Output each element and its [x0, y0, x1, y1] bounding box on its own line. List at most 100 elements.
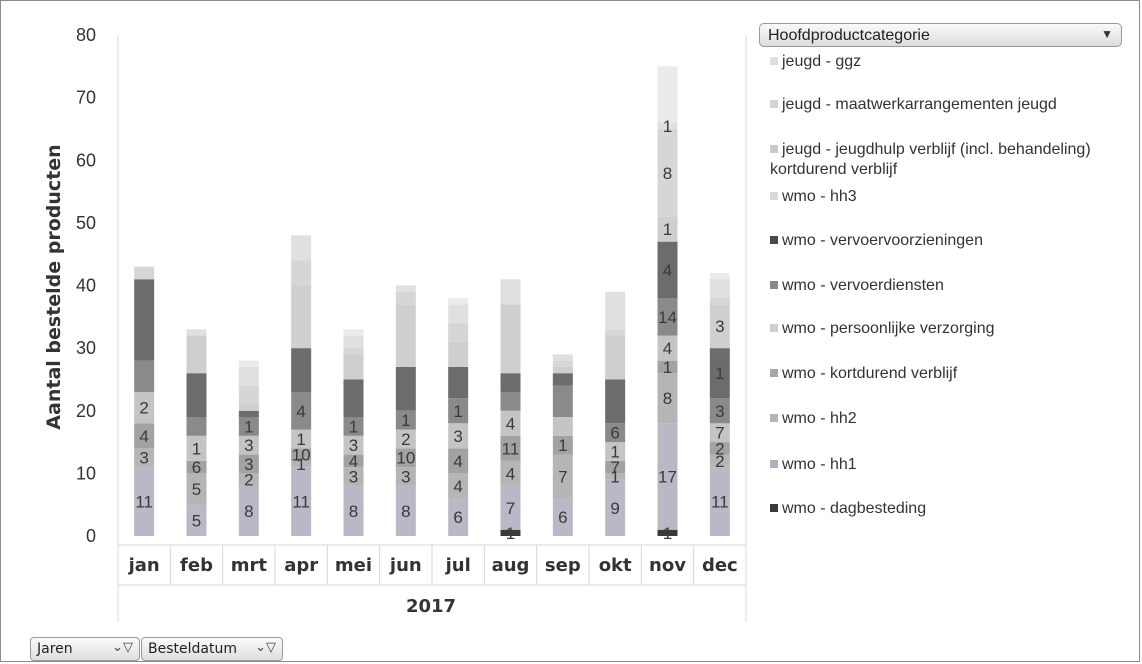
legend-swatch	[770, 192, 778, 200]
bar-segment	[448, 341, 469, 367]
legend-label: jeugd - maatwerkarrangementen jeugd	[782, 96, 1057, 113]
filter-icon[interactable]: ⌄▽	[112, 640, 133, 655]
bar-segment	[343, 379, 364, 418]
data-label: 7	[506, 499, 515, 518]
bar-segment	[605, 291, 626, 330]
filter-icon[interactable]: ⌄▽	[255, 640, 276, 655]
bars-layer: 1134255618233111110148343183102164431174…	[134, 66, 730, 543]
bar-segment	[605, 460, 626, 474]
x-tick-label: apr	[284, 555, 318, 576]
data-label: 8	[663, 389, 672, 408]
bar-segment	[291, 348, 312, 392]
bar-segment	[238, 410, 259, 418]
jaren-filter-label: Jaren	[37, 641, 73, 657]
x-tick-label: feb	[180, 555, 213, 576]
legend-item: wmo - hh1	[770, 455, 1130, 475]
bar-segment	[395, 485, 416, 536]
bar-segment	[238, 385, 259, 405]
jaren-filter-button[interactable]: Jaren ⌄▽	[30, 637, 140, 661]
bar-segment	[500, 391, 521, 411]
bar-segment	[343, 335, 364, 349]
data-label: 2	[244, 471, 253, 490]
y-tick-label: 30	[76, 338, 96, 358]
data-label: 5	[192, 480, 201, 499]
data-label: 2	[715, 452, 724, 471]
legend-filter-dropdown[interactable]: Hoofdproductcategorie ▼	[759, 23, 1122, 47]
y-axis-title: Aantal bestelde producten	[43, 144, 65, 429]
bar-segment	[291, 429, 312, 449]
data-label: 4	[139, 427, 148, 446]
bar-segment	[238, 360, 259, 367]
bar-segment	[134, 279, 155, 361]
x-tick-label: mrt	[231, 555, 268, 576]
bar-segment	[605, 479, 626, 536]
bar-segment	[291, 235, 312, 261]
bar-segment	[134, 360, 155, 392]
bar-segment	[500, 485, 521, 530]
bar-segment	[709, 298, 730, 305]
bar-segment	[552, 366, 573, 374]
data-label: 1	[558, 436, 567, 455]
legend-swatch	[770, 460, 778, 468]
bar-segment	[657, 298, 678, 336]
data-label: 1	[192, 439, 201, 458]
bar-segment	[343, 467, 364, 486]
bar-segment	[500, 279, 521, 305]
x-tick-label: dec	[702, 555, 738, 576]
y-tick-label: 50	[76, 213, 96, 233]
bar-segment	[395, 285, 416, 292]
besteldatum-filter-button[interactable]: Besteldatum ⌄▽	[141, 637, 283, 661]
bar-segment	[448, 473, 469, 499]
data-label: 2	[139, 399, 148, 418]
dropdown-arrow-icon[interactable]: ▼	[1101, 27, 1113, 41]
bar-segment	[395, 467, 416, 486]
bar-segment	[605, 379, 626, 424]
data-label: 4	[349, 452, 358, 471]
bar-segment	[448, 423, 469, 449]
data-label: 7	[610, 458, 619, 477]
bar-segment	[657, 335, 678, 361]
bar-segment	[709, 454, 730, 468]
bar-segment	[343, 354, 364, 380]
legend-swatch	[770, 57, 778, 65]
data-label: 7	[558, 468, 567, 487]
data-label: 10	[396, 449, 415, 468]
bar-segment	[500, 529, 521, 536]
bar-segment	[186, 329, 207, 336]
bar-segment	[186, 417, 207, 436]
bar-segment	[657, 423, 678, 530]
legend-swatch	[770, 369, 778, 377]
bar-segment	[500, 460, 521, 486]
legend-item: wmo - kortdurend verblijf	[770, 364, 1130, 384]
y-tick-label: 20	[76, 401, 96, 421]
bar-segment	[448, 304, 469, 324]
bar-segment	[552, 454, 573, 499]
bar-segment	[552, 373, 573, 386]
y-tick-label: 80	[76, 25, 96, 45]
bar-segment	[448, 366, 469, 399]
x-tick-label: jul	[445, 555, 471, 576]
data-label: 9	[610, 499, 619, 518]
data-label: 3	[453, 427, 462, 446]
data-label: 1	[453, 402, 462, 421]
y-tick-label: 70	[76, 88, 96, 108]
bar-segment	[552, 435, 573, 455]
bar-segment	[448, 323, 469, 342]
data-label: 7	[715, 424, 724, 443]
legend-label: wmo - dagbesteding	[782, 500, 927, 517]
data-label: 8	[349, 502, 358, 521]
legend-label: wmo - kortdurend verblijf	[782, 365, 958, 382]
bar-segment	[343, 485, 364, 536]
legend-item: jeugd - maatwerkarrangementen jeugd	[770, 95, 1130, 115]
bar-segment	[186, 504, 207, 536]
bar-segment	[448, 298, 469, 305]
data-label: 3	[349, 468, 358, 487]
legend-label: wmo - hh3	[782, 188, 857, 205]
bar-segment	[657, 66, 678, 123]
data-label: 17	[658, 468, 677, 487]
bar-segment	[605, 329, 626, 336]
bar-segment	[291, 460, 312, 468]
legend-swatch	[770, 414, 778, 422]
bar-segment	[657, 241, 678, 299]
bar-segment	[186, 373, 207, 418]
